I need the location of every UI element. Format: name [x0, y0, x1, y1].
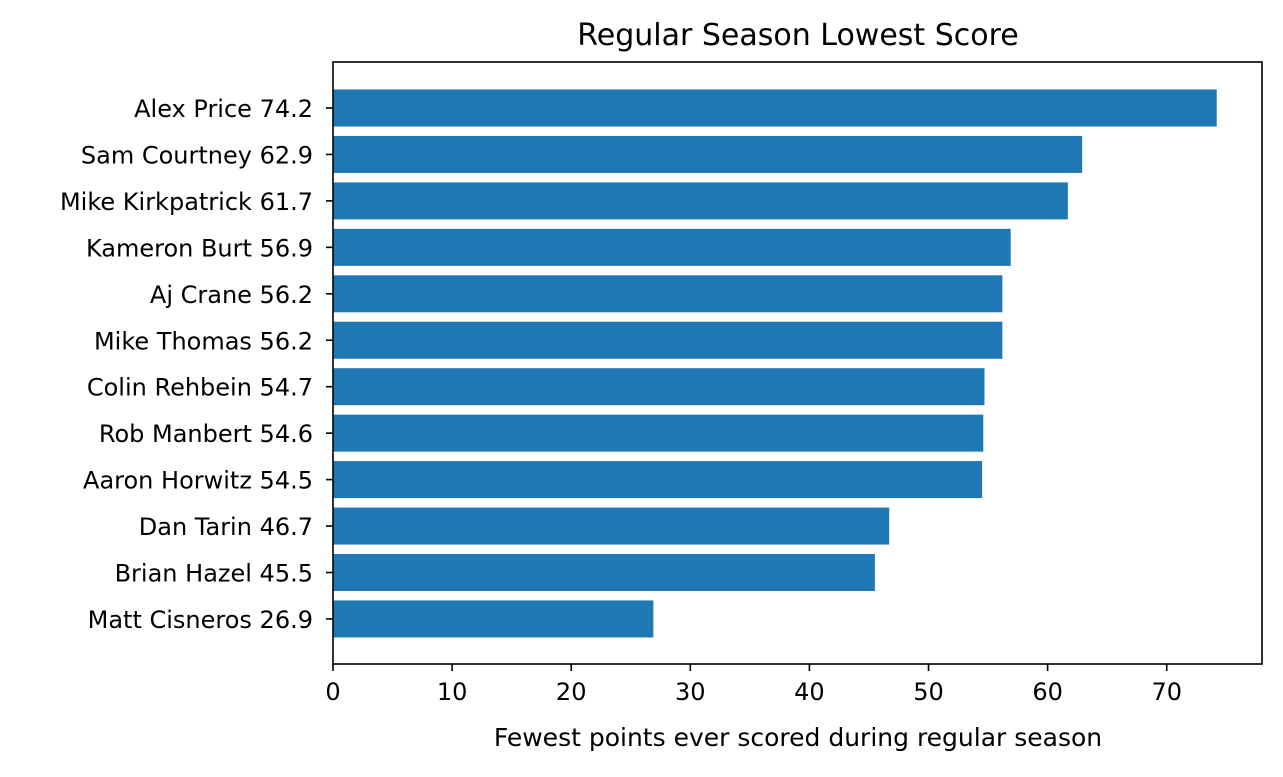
bar [333, 368, 985, 406]
x-axis-label: Fewest points ever scored during regular… [494, 723, 1102, 752]
y-tick-label: Matt Cisneros 26.9 [88, 606, 313, 634]
y-tick-label: Aaron Horwitz 54.5 [83, 467, 313, 495]
y-axis-ticks: Alex Price 74.2 Sam Courtney 62.9 Mike Kir… [60, 95, 333, 634]
bar [333, 461, 983, 499]
x-tick-label: 60 [1032, 678, 1063, 706]
bar [333, 321, 1003, 359]
bar [333, 275, 1003, 313]
y-tick-label: Aj Crane 56.2 [150, 281, 313, 309]
y-tick-label: Brian Hazel 45.5 [115, 560, 313, 588]
y-tick-label: Sam Courtney 62.9 [81, 141, 313, 169]
bar [333, 135, 1083, 173]
bar [333, 507, 890, 545]
y-tick-label: Rob Manbert 54.6 [99, 420, 313, 448]
x-axis-ticks: 0 10 20 30 40 50 60 70 [325, 664, 1182, 706]
bar [333, 89, 1217, 127]
y-tick-label: Dan Tarin 46.7 [139, 513, 313, 541]
y-tick-label: Colin Rehbein 54.7 [87, 374, 313, 402]
x-tick-label: 0 [325, 678, 340, 706]
x-tick-label: 20 [556, 678, 587, 706]
x-tick-label: 50 [913, 678, 944, 706]
y-tick-label: Mike Thomas 56.2 [94, 327, 313, 355]
x-tick-label: 10 [437, 678, 468, 706]
x-tick-label: 40 [794, 678, 825, 706]
x-tick-label: 70 [1151, 678, 1182, 706]
x-tick-label: 30 [675, 678, 706, 706]
plot-frame [332, 61, 1263, 665]
y-tick-label: Mike Kirkpatrick 61.7 [60, 188, 313, 216]
y-tick-label: Alex Price 74.2 [134, 95, 313, 123]
bar [333, 600, 654, 638]
bar [333, 414, 984, 452]
chart-title: Regular Season Lowest Score [577, 18, 1019, 53]
bar [333, 182, 1068, 220]
bar [333, 554, 875, 591]
y-tick-label: Kameron Burt 56.9 [86, 234, 313, 262]
bar [333, 228, 1011, 266]
bars-layer [333, 89, 1217, 638]
